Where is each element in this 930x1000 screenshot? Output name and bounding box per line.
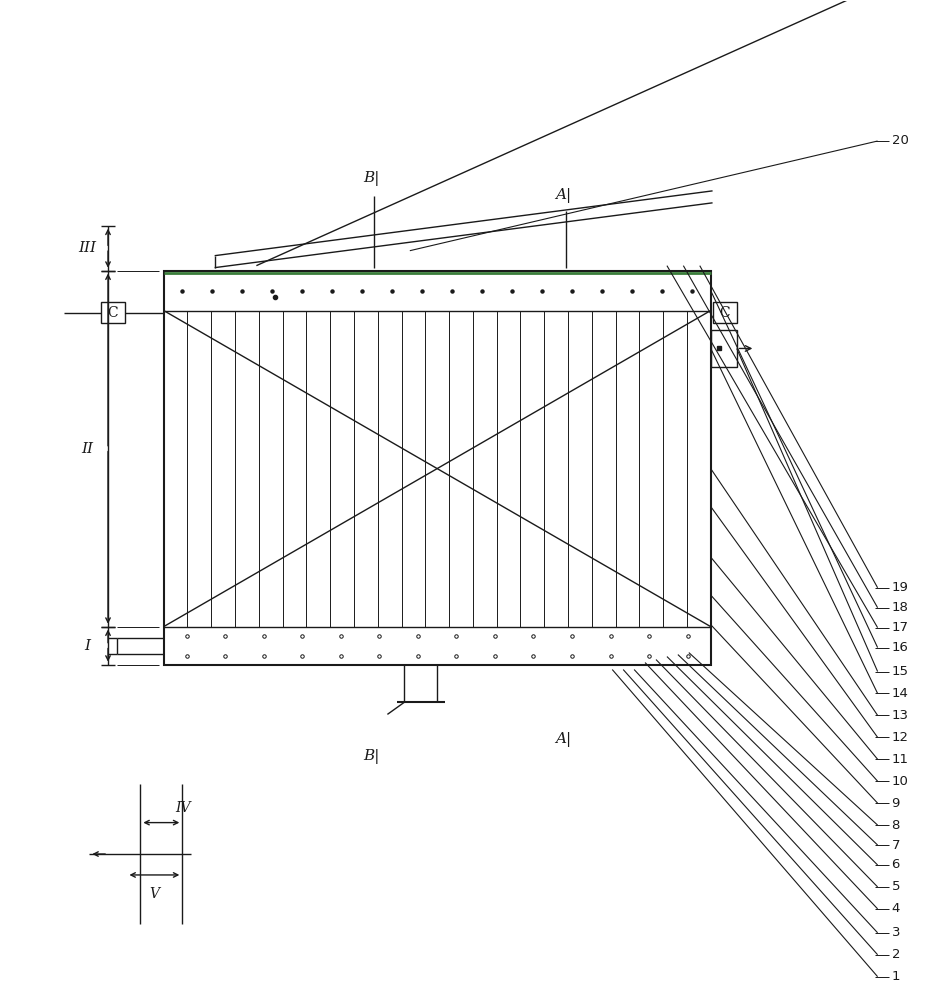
Text: C: C (108, 306, 118, 320)
Text: 9: 9 (892, 797, 900, 810)
Text: 18: 18 (892, 601, 909, 614)
Text: 10: 10 (892, 775, 909, 788)
Text: 12: 12 (892, 731, 909, 744)
Text: V: V (150, 887, 159, 901)
Text: 11: 11 (892, 753, 909, 766)
Text: C: C (720, 306, 730, 320)
Text: B|: B| (364, 749, 379, 764)
Bar (100, 302, 125, 323)
Text: I: I (85, 639, 90, 653)
Text: 2: 2 (892, 948, 900, 961)
Text: 14: 14 (892, 687, 909, 700)
Text: 7: 7 (892, 839, 900, 852)
Text: B|: B| (364, 171, 379, 186)
Text: 15: 15 (892, 665, 909, 678)
Text: 16: 16 (892, 641, 909, 654)
Text: 4: 4 (892, 902, 900, 915)
Bar (711, 330, 737, 367)
Text: 20: 20 (892, 134, 909, 147)
Text: 19: 19 (892, 581, 909, 594)
Text: IV: IV (175, 801, 191, 815)
Text: 1: 1 (892, 970, 900, 983)
Text: 6: 6 (892, 858, 900, 871)
Text: 17: 17 (892, 621, 909, 634)
Text: 13: 13 (892, 709, 909, 722)
Text: A|: A| (555, 732, 571, 747)
Text: II: II (82, 442, 94, 456)
Text: III: III (79, 241, 97, 255)
Bar (712, 302, 737, 323)
Text: 8: 8 (892, 819, 900, 832)
Text: 3: 3 (892, 926, 900, 939)
Text: 5: 5 (892, 880, 900, 893)
Text: A|: A| (555, 188, 571, 203)
Bar (164, 271, 711, 665)
